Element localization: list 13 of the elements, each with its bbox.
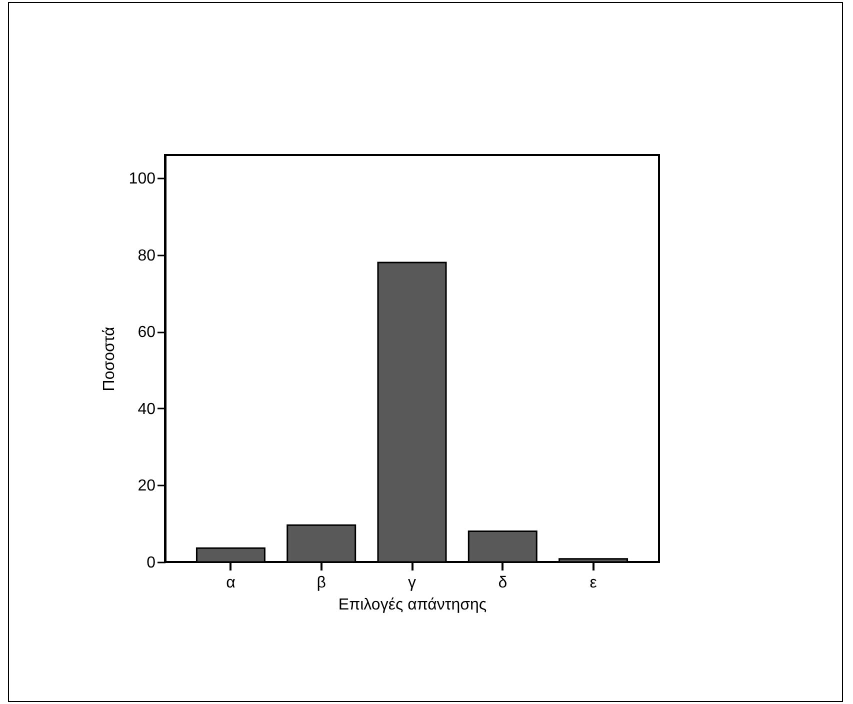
y-tick-label: 80 [138, 247, 156, 264]
x-tick-label: γ [408, 574, 416, 592]
x-tick-label: α [226, 574, 236, 592]
x-tick-label: β [316, 574, 326, 592]
y-tick-label: 20 [138, 478, 156, 495]
y-tick-label: 0 [146, 554, 156, 572]
y-tick-label: 40 [138, 400, 156, 418]
x-axis-title: Επιλογές απάντησης [338, 596, 487, 614]
x-tick-label: ε [590, 574, 597, 592]
y-axis-title: Ποσοστά [100, 326, 118, 392]
x-tick-label: δ [498, 574, 508, 592]
y-tick-label: 100 [128, 170, 156, 188]
y-tick-label: 60 [138, 324, 156, 342]
